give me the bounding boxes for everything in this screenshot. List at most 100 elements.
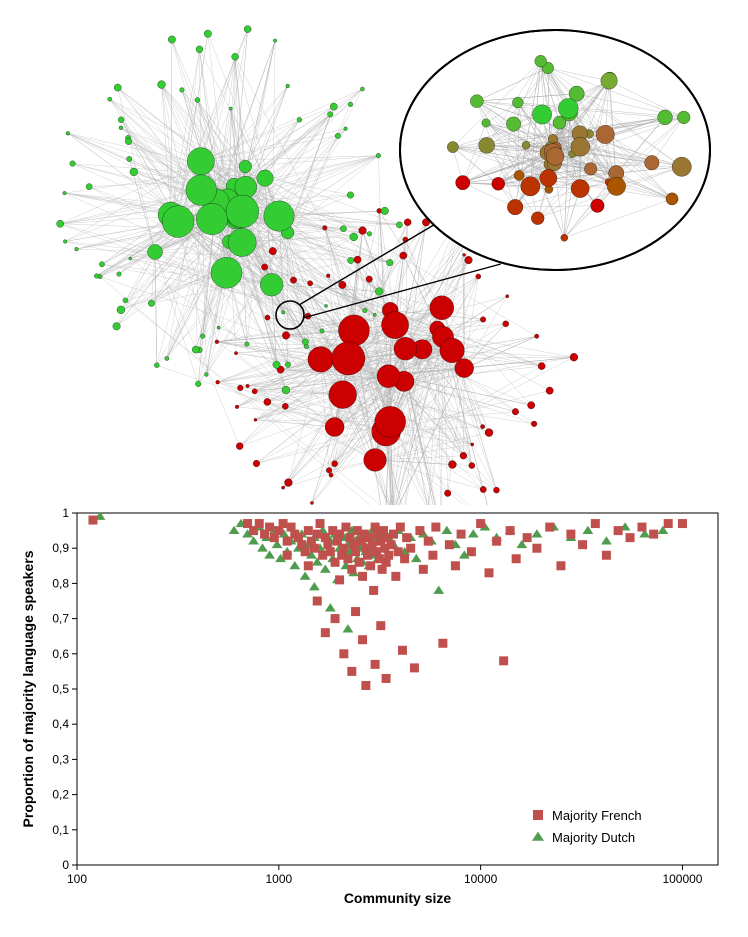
network-node (63, 240, 67, 244)
network-node (187, 148, 214, 175)
scatter-point-french (566, 530, 575, 539)
network-node (57, 220, 64, 227)
scatter-point-french (363, 551, 372, 560)
figure-panel: 10010001000010000000,10,20,30,40,50,60,7… (15, 15, 733, 915)
scatter-point-french (523, 533, 532, 542)
network-node (480, 486, 486, 492)
network-node (290, 277, 296, 283)
scatter-point-french (532, 544, 541, 553)
network-node (382, 312, 409, 339)
network-node (326, 468, 332, 474)
scatter-point-french (335, 575, 344, 584)
zoom-node (532, 105, 551, 124)
scatter-point-french (614, 526, 623, 535)
zoom-node (514, 170, 524, 180)
network-node (328, 112, 334, 118)
network-node (148, 300, 155, 307)
network-node (335, 133, 340, 138)
network-node (244, 26, 251, 33)
scatter-point-french (310, 544, 319, 553)
x-tick-label: 100 (67, 872, 87, 886)
network-node (282, 403, 288, 409)
network-node (234, 352, 237, 355)
scatter-point-french (402, 533, 411, 542)
scatter-point-french (400, 554, 409, 563)
network-node (307, 281, 312, 286)
zoom-node (561, 234, 568, 241)
scatter-point-french (484, 568, 493, 577)
scatter-point-french (382, 674, 391, 683)
network-node (506, 295, 509, 298)
network-node (469, 462, 475, 468)
zoom-node (482, 119, 490, 127)
zoom-node (672, 157, 691, 176)
network-node (66, 131, 70, 135)
network-node (338, 315, 369, 346)
network-node (347, 192, 354, 199)
network-node (237, 385, 243, 391)
network-node (246, 384, 250, 388)
network-node (366, 276, 372, 282)
network-node (165, 356, 169, 360)
scatter-point-french (339, 544, 348, 553)
network-node (325, 418, 344, 437)
network-node (512, 408, 519, 415)
network-node (364, 449, 387, 472)
network-node (108, 97, 112, 101)
scatter-point-french (578, 540, 587, 549)
network-node (324, 304, 327, 307)
network-node (339, 281, 347, 289)
scatter-point-french (361, 681, 370, 690)
network-node (204, 30, 211, 37)
scatter-point-french (499, 656, 508, 665)
network-node (297, 117, 302, 122)
x-tick-label: 10000 (464, 872, 498, 886)
scatter-point-french (347, 667, 356, 676)
y-tick-label: 0,2 (52, 788, 69, 802)
scatter-plot: 10010001000010000000,10,20,30,40,50,60,7… (15, 505, 733, 915)
network-node (367, 231, 372, 236)
network-node (534, 334, 538, 338)
network-node (375, 288, 383, 296)
y-tick-label: 1 (62, 506, 69, 520)
zoom-node (677, 111, 690, 124)
network-node (195, 97, 200, 102)
scatter-point-french (591, 519, 600, 528)
network-node (394, 337, 417, 360)
network-node (332, 461, 338, 467)
scatter-point-french (438, 639, 447, 648)
network-node (340, 226, 346, 232)
scatter-point-french (492, 537, 501, 546)
network-node (130, 168, 138, 176)
scatter-point-french (283, 551, 292, 560)
network-node (430, 296, 454, 320)
scatter-point-french (339, 649, 348, 658)
scatter-point-french (313, 530, 322, 539)
network-node (354, 256, 361, 263)
network-node (226, 195, 259, 228)
scatter-point-french (316, 519, 325, 528)
zoom-node (521, 177, 540, 196)
scatter-point-french (406, 544, 415, 553)
network-node (195, 381, 201, 387)
network-node (215, 340, 219, 344)
scatter-point-french (415, 526, 424, 535)
scatter-point-french (358, 572, 367, 581)
zoom-node (571, 179, 589, 197)
network-node (281, 311, 284, 314)
zoom-node (479, 137, 495, 153)
network-node (455, 359, 474, 378)
network-node (129, 257, 132, 260)
scatter-point-french (391, 572, 400, 581)
network-node (168, 36, 175, 43)
network-node (261, 264, 267, 270)
zoom-node (492, 177, 505, 190)
scatter-point-french (331, 614, 340, 623)
network-diagram (15, 15, 733, 505)
network-node (94, 274, 99, 279)
network-node (235, 176, 257, 198)
x-axis-label: Community size (344, 890, 452, 906)
zoom-node (601, 73, 618, 90)
scatter-point-french (341, 523, 350, 532)
network-node (480, 317, 486, 323)
